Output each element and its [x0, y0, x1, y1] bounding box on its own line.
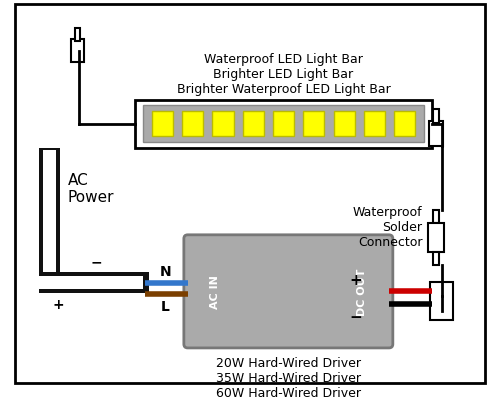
- Bar: [142, 106, 424, 143]
- Bar: [433, 110, 439, 124]
- Bar: [39, 148, 60, 287]
- Bar: [182, 112, 203, 137]
- Text: Waterproof LED Light Bar
Brighter LED Light Bar
Brighter Waterproof LED Light Ba: Waterproof LED Light Bar Brighter LED Li…: [176, 53, 390, 96]
- Bar: [273, 112, 294, 137]
- Bar: [430, 282, 453, 320]
- Bar: [364, 112, 385, 137]
- Text: DC OUT: DC OUT: [357, 268, 367, 315]
- Bar: [394, 112, 415, 137]
- Text: N: N: [160, 264, 172, 278]
- Bar: [152, 112, 173, 137]
- Bar: [39, 276, 142, 290]
- Bar: [334, 112, 354, 137]
- Bar: [433, 252, 439, 266]
- Bar: [433, 210, 439, 224]
- Text: AC IN: AC IN: [210, 275, 220, 309]
- Text: AC
Power: AC Power: [68, 172, 114, 205]
- Bar: [242, 112, 264, 137]
- Text: −: −: [91, 255, 102, 269]
- Bar: [43, 151, 57, 283]
- Bar: [212, 112, 234, 137]
- Text: +: +: [52, 297, 64, 311]
- Bar: [70, 40, 84, 63]
- Bar: [430, 122, 442, 146]
- Bar: [39, 273, 150, 294]
- Bar: [304, 112, 324, 137]
- Text: L: L: [161, 299, 170, 313]
- Bar: [428, 224, 444, 252]
- Bar: [74, 29, 80, 42]
- Text: +: +: [349, 272, 362, 287]
- Text: −: −: [349, 309, 362, 324]
- Text: 20W Hard-Wired Driver
35W Hard-Wired Driver
60W Hard-Wired Driver: 20W Hard-Wired Driver 35W Hard-Wired Dri…: [216, 356, 361, 399]
- Bar: [135, 100, 432, 148]
- Text: Waterproof
Solder
Connector: Waterproof Solder Connector: [353, 205, 422, 248]
- FancyBboxPatch shape: [184, 235, 393, 348]
